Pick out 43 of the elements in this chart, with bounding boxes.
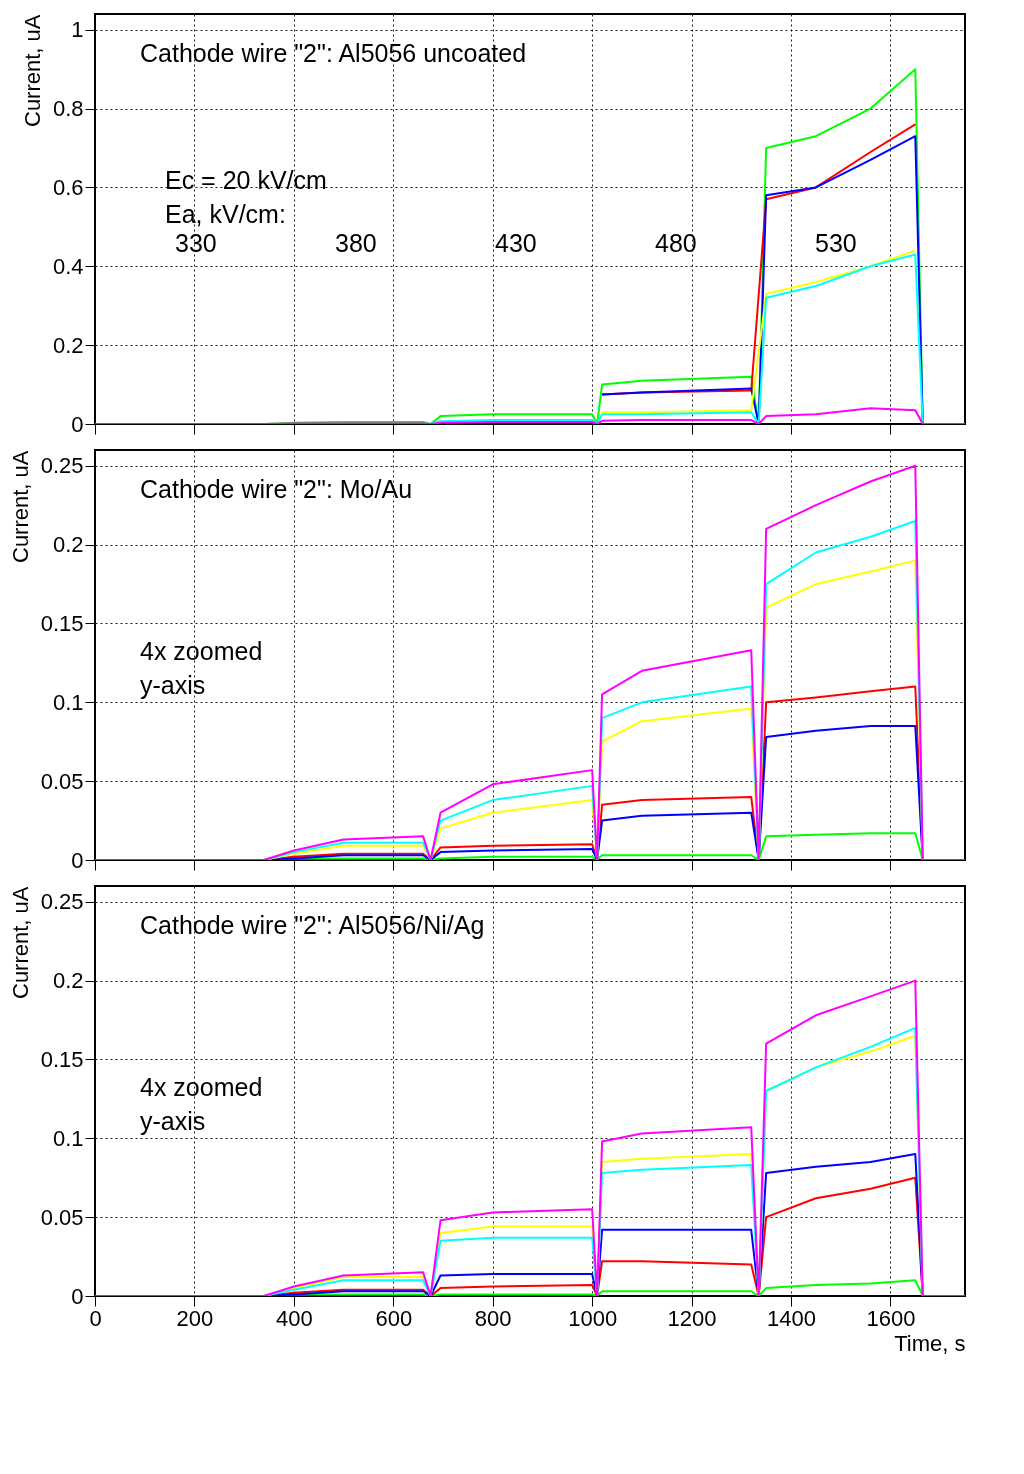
annotation: 4x zoomed y-axis — [140, 637, 263, 699]
y-tick-label: 1 — [71, 17, 84, 43]
y-axis-title: Current, uA — [7, 450, 33, 563]
y-tick-label: 0.2 — [52, 968, 84, 994]
y-tick-label: 0.4 — [52, 253, 84, 279]
text: Cathode wire "2": Al5056 uncoated — [140, 39, 527, 67]
y-axis-title: Current, uA — [19, 14, 45, 127]
y-tick-label: 0.25 — [40, 889, 84, 915]
y-tick-label: 0.05 — [40, 1204, 84, 1230]
y-axis-title: Current, uA — [7, 886, 33, 999]
annotation: 530 — [815, 229, 857, 257]
y-tick-label: 0 — [71, 847, 84, 873]
x-tick-label: 1200 — [667, 1305, 717, 1331]
x-tick-label: 800 — [474, 1305, 512, 1331]
annotation: 430 — [495, 229, 537, 257]
x-tick-label: 400 — [276, 1305, 313, 1331]
y-tick-label: 0.05 — [40, 768, 84, 794]
annotation: 480 — [655, 229, 697, 257]
annotation: 380 — [335, 229, 377, 257]
x-axis-title: Time, s — [894, 1330, 966, 1356]
annotation: 4x zoomed y-axis — [140, 1073, 263, 1135]
y-tick-label: 0 — [71, 1283, 84, 1309]
x-tick-label: 1400 — [767, 1305, 816, 1331]
y-tick-label: 0.25 — [40, 453, 84, 479]
x-tick-label: 1600 — [866, 1305, 916, 1331]
annotation: Ea, kV/cm: — [165, 200, 286, 228]
x-tick-label: 600 — [375, 1305, 413, 1331]
x-tick-label: 0 — [89, 1305, 102, 1331]
y-tick-label: 0.2 — [52, 332, 84, 358]
y-tick-label: 0.15 — [40, 610, 84, 636]
y-tick-label: 0.15 — [40, 1046, 84, 1072]
y-tick-label: 0.1 — [52, 1125, 84, 1151]
text: Cathode wire "2": Al5056/Ni/Ag — [140, 911, 485, 939]
y-tick-label: 0.6 — [52, 174, 84, 200]
x-tick-label: 200 — [176, 1305, 214, 1331]
y-tick-label: 0.1 — [52, 689, 84, 715]
x-tick-label: 1000 — [568, 1305, 618, 1331]
y-tick-label: 0 — [71, 411, 84, 437]
annotation: 330 — [175, 229, 217, 257]
y-tick-label: 0.8 — [52, 96, 84, 122]
text: Cathode wire "2": Mo/Au — [140, 475, 413, 503]
y-tick-label: 0.2 — [52, 532, 84, 558]
annotation: Ec = 20 kV/cm — [165, 166, 327, 194]
